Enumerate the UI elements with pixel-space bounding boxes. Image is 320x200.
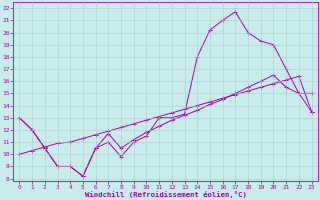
X-axis label: Windchill (Refroidissement éolien,°C): Windchill (Refroidissement éolien,°C) xyxy=(84,191,246,198)
